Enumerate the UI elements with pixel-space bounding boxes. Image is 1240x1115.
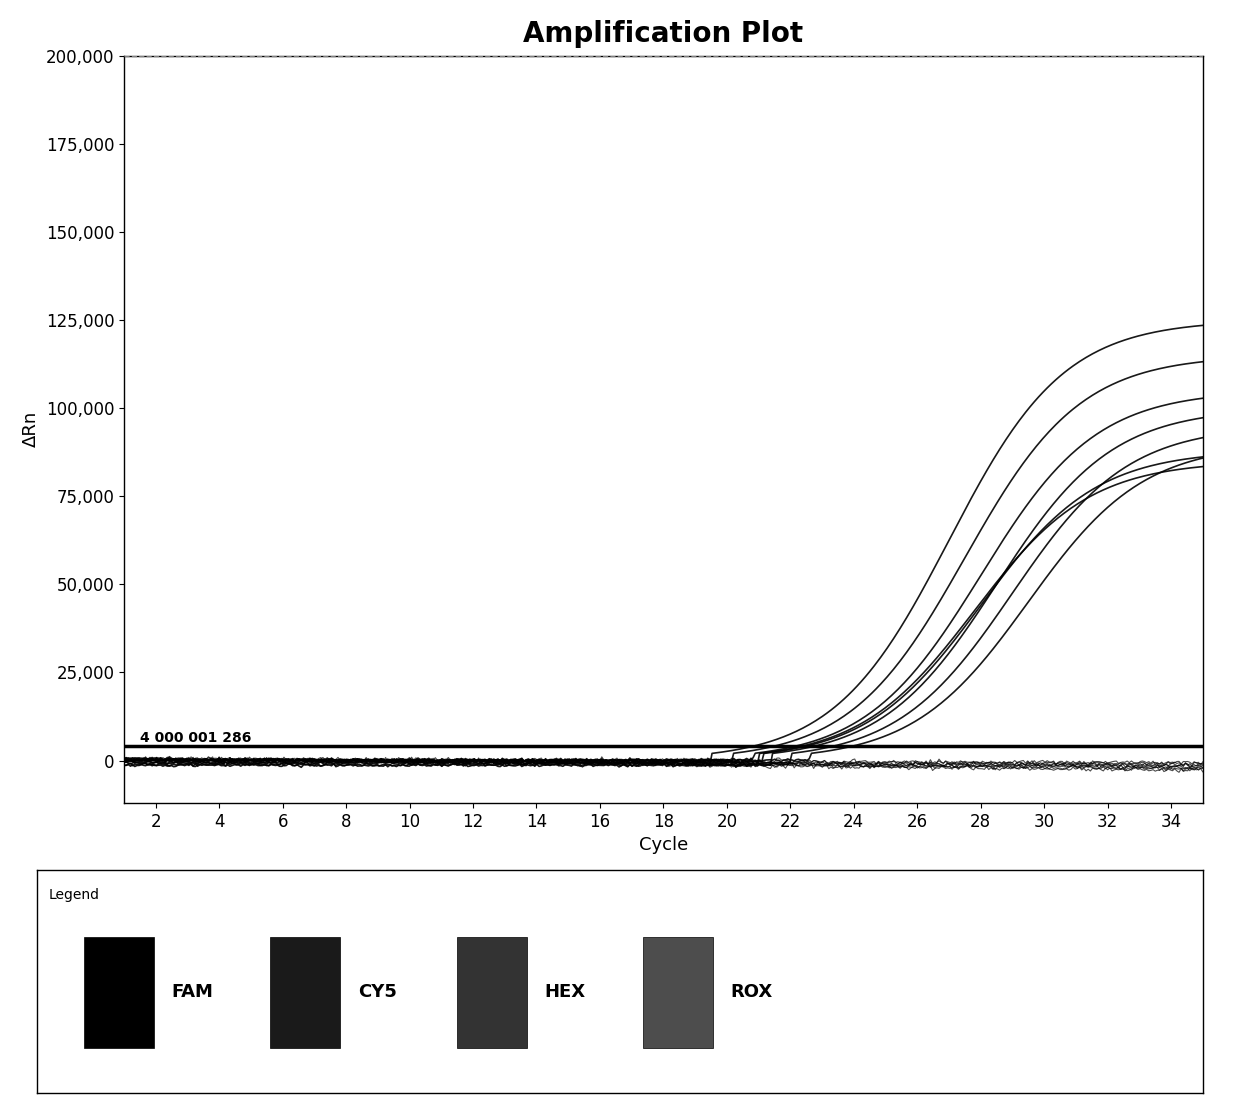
FancyBboxPatch shape xyxy=(644,937,713,1048)
FancyBboxPatch shape xyxy=(84,937,154,1048)
Text: Legend: Legend xyxy=(48,888,100,902)
Title: Amplification Plot: Amplification Plot xyxy=(523,20,804,48)
Y-axis label: ΔRn: ΔRn xyxy=(22,411,40,447)
FancyBboxPatch shape xyxy=(456,937,527,1048)
Text: 4 000 001 286: 4 000 001 286 xyxy=(140,730,252,745)
Text: FAM: FAM xyxy=(171,983,213,1001)
X-axis label: Cycle: Cycle xyxy=(639,836,688,854)
Text: HEX: HEX xyxy=(544,983,585,1001)
Text: ROX: ROX xyxy=(730,983,773,1001)
Text: CY5: CY5 xyxy=(358,983,397,1001)
FancyBboxPatch shape xyxy=(270,937,340,1048)
